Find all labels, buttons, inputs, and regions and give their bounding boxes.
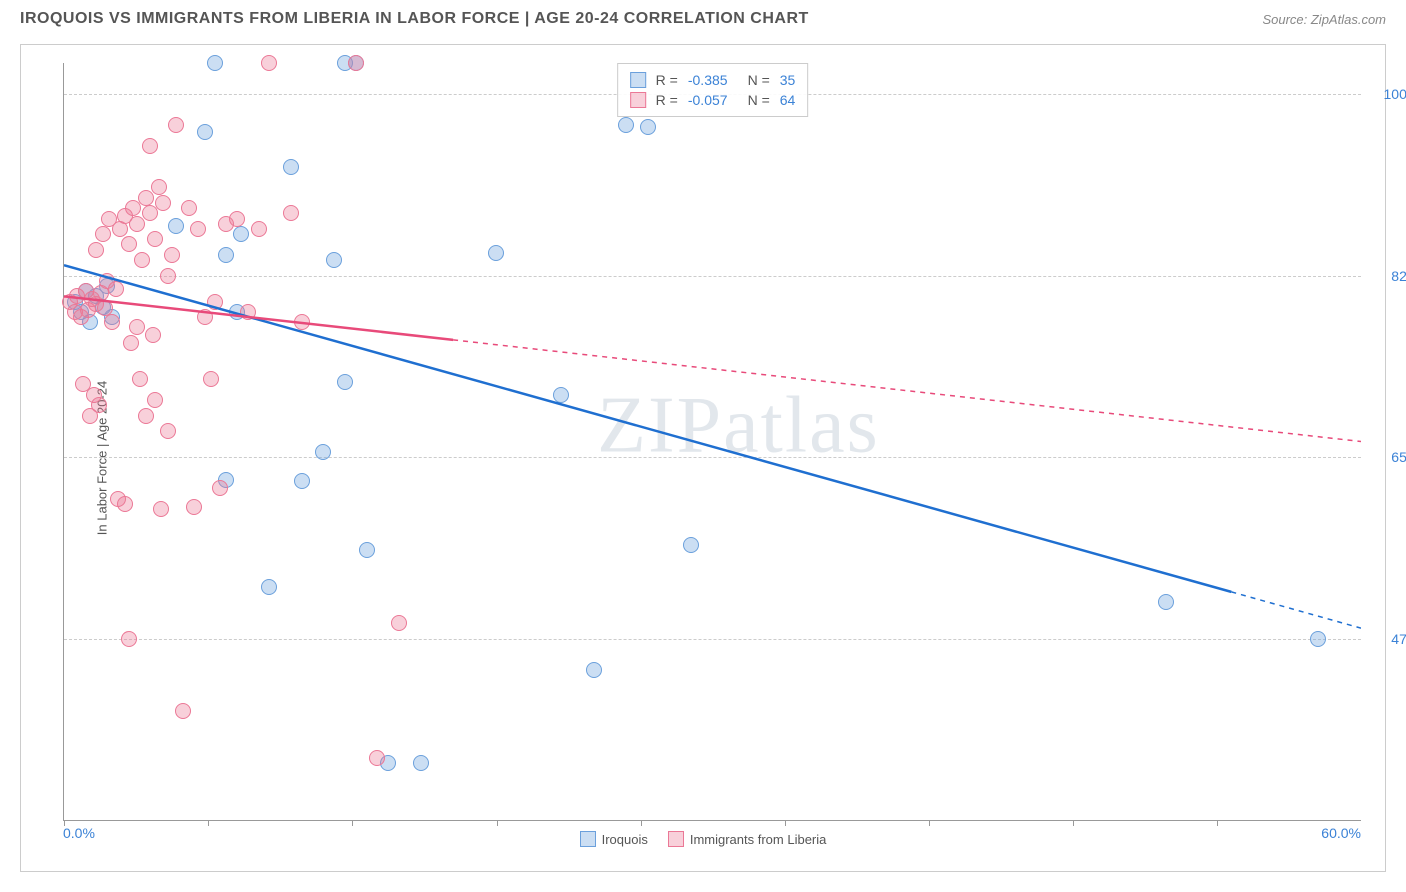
data-point — [104, 314, 120, 330]
y-tick-label: 82.5% — [1371, 268, 1406, 284]
data-point — [207, 294, 223, 310]
data-point — [283, 159, 299, 175]
data-point — [683, 537, 699, 553]
legend-label: Iroquois — [602, 832, 648, 847]
legend-swatch — [668, 831, 684, 847]
data-point — [640, 119, 656, 135]
data-point — [151, 179, 167, 195]
watermark-text: ZIPatlas — [597, 381, 880, 472]
data-point — [197, 124, 213, 140]
legend-stat-row: R = -0.057N = 64 — [630, 90, 796, 110]
plot-area: ZIPatlas R = -0.385N = 35R = -0.057N = 6… — [63, 63, 1361, 821]
legend-swatch — [580, 831, 596, 847]
data-point — [413, 755, 429, 771]
data-point — [203, 371, 219, 387]
data-point — [147, 392, 163, 408]
data-point — [134, 252, 150, 268]
y-tick-label: 65.0% — [1371, 449, 1406, 465]
source-attribution: Source: ZipAtlas.com — [1262, 12, 1386, 27]
gridline — [64, 457, 1361, 458]
data-point — [121, 631, 137, 647]
legend-item: Immigrants from Liberia — [668, 831, 827, 847]
legend-stat-row: R = -0.385N = 35 — [630, 70, 796, 90]
data-point — [121, 236, 137, 252]
data-point — [326, 252, 342, 268]
data-point — [142, 138, 158, 154]
data-point — [117, 496, 133, 512]
chart-container: In Labor Force | Age 20-24 ZIPatlas R = … — [20, 44, 1386, 872]
y-tick-label: 100.0% — [1371, 86, 1406, 102]
data-point — [283, 205, 299, 221]
data-point — [181, 200, 197, 216]
data-point — [155, 195, 171, 211]
legend-swatch — [630, 72, 646, 88]
data-point — [153, 501, 169, 517]
data-point — [261, 55, 277, 71]
data-point — [348, 55, 364, 71]
data-point — [240, 304, 256, 320]
data-point — [190, 221, 206, 237]
legend-swatch — [630, 92, 646, 108]
data-point — [197, 309, 213, 325]
data-point — [123, 335, 139, 351]
data-point — [160, 423, 176, 439]
data-point — [145, 327, 161, 343]
data-point — [488, 245, 504, 261]
data-point — [359, 542, 375, 558]
data-point — [618, 117, 634, 133]
data-point — [261, 579, 277, 595]
data-point — [88, 242, 104, 258]
data-point — [207, 55, 223, 71]
data-point — [337, 374, 353, 390]
data-point — [160, 268, 176, 284]
data-point — [294, 314, 310, 330]
legend-item: Iroquois — [580, 831, 648, 847]
series-legend: Iroquois Immigrants from Liberia — [21, 831, 1385, 847]
data-point — [138, 190, 154, 206]
legend-label: Immigrants from Liberia — [690, 832, 827, 847]
chart-title: IROQUOIS VS IMMIGRANTS FROM LIBERIA IN L… — [20, 10, 809, 28]
data-point — [138, 408, 154, 424]
data-point — [168, 218, 184, 234]
y-tick-label: 47.5% — [1371, 631, 1406, 647]
data-point — [233, 226, 249, 242]
data-point — [229, 211, 245, 227]
data-point — [147, 231, 163, 247]
data-point — [164, 247, 180, 263]
data-point — [586, 662, 602, 678]
gridline — [64, 639, 1361, 640]
data-point — [168, 117, 184, 133]
data-point — [175, 703, 191, 719]
data-point — [1310, 631, 1326, 647]
data-point — [391, 615, 407, 631]
data-point — [129, 319, 145, 335]
gridline — [64, 276, 1361, 277]
data-point — [95, 226, 111, 242]
data-point — [212, 480, 228, 496]
correlation-legend: R = -0.385N = 35R = -0.057N = 64 — [617, 63, 809, 117]
data-point — [1158, 594, 1174, 610]
data-point — [218, 247, 234, 263]
data-point — [101, 211, 117, 227]
data-point — [553, 387, 569, 403]
data-point — [186, 499, 202, 515]
data-point — [108, 281, 124, 297]
data-point — [132, 371, 148, 387]
data-point — [91, 397, 107, 413]
data-point — [294, 473, 310, 489]
data-point — [251, 221, 267, 237]
